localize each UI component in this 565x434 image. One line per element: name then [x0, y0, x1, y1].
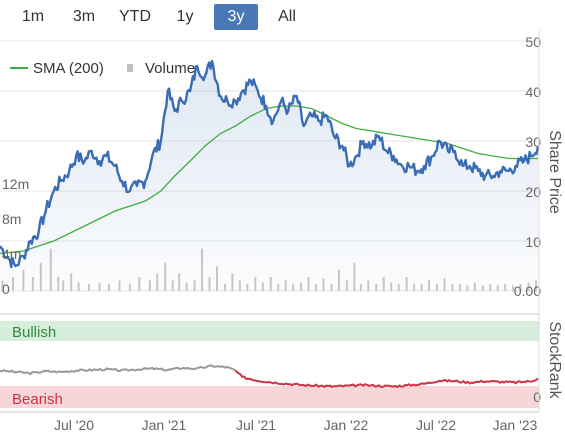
stockrank-panel: Bullish Bearish 0 StockRank: [0, 313, 563, 408]
bullish-label: Bullish: [12, 324, 56, 341]
range-button-ytd[interactable]: YTD: [119, 8, 151, 25]
share-price-line[interactable]: [0, 59, 540, 269]
stockrank-axis-title: StockRank: [546, 321, 563, 399]
stockrank-tick-0: 0: [533, 389, 541, 405]
range-selector: 1m 3m YTD 1y 3y All: [0, 0, 330, 34]
price-area: [0, 61, 538, 291]
bearish-label: Bearish: [12, 391, 63, 408]
price-tick-30: 30: [525, 134, 541, 150]
stockrank-line-bearish[interactable]: [234, 369, 539, 389]
bullish-band: [0, 321, 539, 341]
x-tick-jan-22: Jan '22: [324, 417, 369, 433]
x-tick-jan-21: Jan '21: [142, 417, 187, 433]
range-button-3m[interactable]: 3m: [72, 8, 96, 25]
x-tick-jul-20: Jul '20: [54, 417, 94, 433]
price-tick-20: 20: [525, 184, 541, 200]
legend: SMA (200) Volume: [10, 60, 195, 77]
volume-tick-8m: 8m: [2, 211, 21, 227]
bearish-band: [0, 386, 539, 408]
range-button-1y[interactable]: 1y: [176, 8, 194, 25]
stockrank-line-neutral[interactable]: [0, 364, 236, 376]
range-button-3y[interactable]: 3y: [214, 4, 258, 30]
sma-legend-label[interactable]: SMA (200): [33, 60, 104, 77]
volume-legend-label[interactable]: Volume: [145, 60, 195, 77]
volume-axis: 12m 8m 4m 0: [2, 176, 29, 297]
volume-tick-0: 0: [2, 281, 10, 297]
price-tick-40: 40: [525, 84, 541, 100]
x-tick-jul-22: Jul '22: [416, 417, 456, 433]
price-axis-title: Share Price: [546, 130, 563, 214]
date-axis: Jul '20 Jan '21 Jul '21 Jan '22 Jul '22 …: [0, 411, 539, 433]
sma-200-line: [0, 105, 538, 255]
price-tick-10: 10: [525, 234, 541, 250]
x-tick-jul-21: Jul '21: [236, 417, 276, 433]
price-tick-50: 50: [525, 34, 541, 50]
volume-legend-swatch: [127, 64, 133, 72]
volume-tick-4m: 4m: [2, 246, 21, 262]
volume-tick-12m: 12m: [2, 176, 29, 192]
range-button-all[interactable]: All: [278, 8, 296, 25]
price-axis: 50 40 30 20 10 0.00: [514, 34, 541, 299]
range-button-1m[interactable]: 1m: [21, 8, 45, 25]
x-tick-jan-23: Jan '23: [493, 417, 538, 433]
price-tick-0: 0.00: [514, 283, 541, 299]
